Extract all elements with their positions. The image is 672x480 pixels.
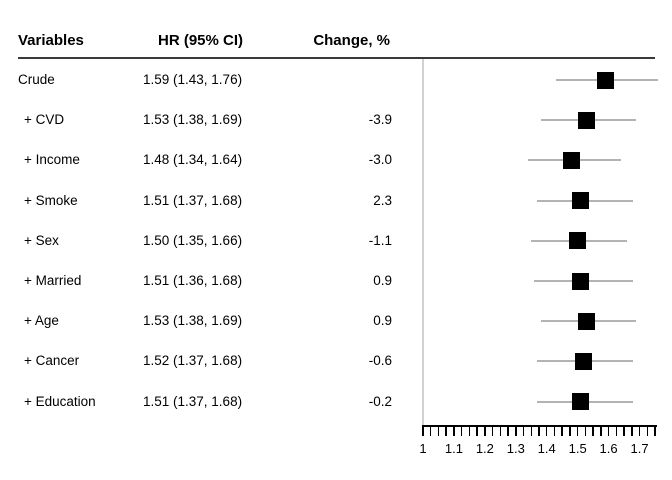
hr-point-marker [569, 232, 587, 250]
axis-tick-label: 1.2 [475, 441, 494, 456]
axis-tick [561, 427, 563, 436]
column-header-hr-ci: HR (95% CI) [158, 32, 244, 49]
axis-tick [538, 427, 540, 436]
axis-tick [422, 427, 424, 436]
axis-tick [429, 427, 432, 436]
hr-point-marker [578, 312, 596, 330]
row-hr-ci-value: 1.53 (1.38, 1.69) [143, 112, 243, 128]
row-variable-label: + Smoke [24, 192, 78, 208]
row-hr-ci-value: 1.51 (1.37, 1.68) [143, 192, 243, 208]
row-variable-label: + Age [24, 313, 59, 329]
row-hr-ci-value: 1.51 (1.37, 1.68) [143, 393, 243, 409]
axis-tick [600, 427, 602, 436]
axis-tick [623, 427, 625, 436]
axis-tick [553, 427, 556, 436]
row-change-pct-value: -1.1 [368, 232, 392, 248]
axis-tick-label: 1.6 [599, 441, 618, 456]
row-variable-label: Crude [18, 72, 55, 87]
axis-tick [615, 427, 618, 436]
axis-tick-label: 1.7 [630, 441, 649, 456]
row-hr-ci-value: 1.52 (1.37, 1.68) [143, 353, 243, 369]
axis-tick [654, 427, 656, 436]
axis-tick-label: 1.5 [568, 441, 587, 456]
axis-tick-label: 1.4 [537, 441, 556, 456]
row-change-pct-value: 2.3 [373, 192, 392, 208]
header-rule [18, 57, 655, 59]
axis-tick [460, 427, 463, 436]
axis-tick [453, 427, 455, 436]
x-axis-line [422, 425, 657, 427]
row-variable-label: + Sex [24, 232, 59, 248]
hr-point-marker [572, 192, 590, 210]
row-change-pct-value: -3.0 [368, 152, 392, 168]
row-hr-ci-value: 1.51 (1.36, 1.68) [143, 273, 243, 288]
axis-tick [522, 427, 525, 436]
axis-tick [569, 427, 571, 436]
axis-tick [646, 427, 649, 436]
row-hr-ci-value: 1.50 (1.35, 1.66) [143, 232, 243, 248]
row-hr-ci-value: 1.48 (1.34, 1.64) [143, 152, 243, 168]
row-change-pct-value: -0.6 [368, 353, 392, 369]
row-hr-ci-value: 1.53 (1.38, 1.69) [143, 313, 243, 329]
axis-tick [491, 427, 494, 436]
axis-tick [499, 427, 502, 436]
hr-point-marker [562, 151, 580, 169]
axis-tick [584, 427, 587, 436]
row-variable-label: + Cancer [24, 353, 80, 369]
axis-tick-label: 1 [419, 441, 427, 456]
row-variable-label: + Education [24, 393, 96, 409]
axis-tick [607, 427, 610, 436]
hr-point-marker [578, 111, 596, 129]
row-change-pct-value: 0.9 [373, 273, 392, 288]
axis-tick [545, 427, 548, 436]
axis-tick [468, 427, 471, 436]
hr-point-marker [597, 71, 614, 89]
axis-tick [631, 427, 633, 436]
row-hr-ci-value: 1.59 (1.43, 1.76) [143, 72, 243, 87]
row-change-pct-value: -3.9 [368, 112, 392, 128]
row-change-pct-value: -0.2 [368, 393, 392, 409]
axis-tick [530, 427, 533, 436]
axis-tick [638, 427, 641, 436]
row-variable-label: + Married [24, 273, 82, 288]
axis-tick [515, 427, 517, 436]
axis-tick [476, 427, 478, 436]
axis-tick [507, 427, 509, 436]
axis-tick-label: 1.1 [444, 441, 463, 456]
row-change-pct-value: 0.9 [373, 313, 392, 329]
axis-tick [437, 427, 440, 436]
hr-point-marker [572, 272, 590, 290]
axis-tick [592, 427, 594, 436]
hr-point-marker [572, 393, 590, 411]
row-variable-label: + Income [24, 152, 80, 168]
reference-line-hr-1 [422, 59, 424, 426]
row-variable-label: + CVD [24, 112, 65, 128]
column-header-variables: Variables [18, 32, 84, 49]
column-header-change-pct: Change, % [313, 32, 390, 49]
axis-tick [576, 427, 579, 436]
axis-tick [445, 427, 447, 436]
axis-tick [484, 427, 486, 436]
axis-tick-label: 1.3 [506, 441, 525, 456]
hr-point-marker [575, 352, 593, 370]
